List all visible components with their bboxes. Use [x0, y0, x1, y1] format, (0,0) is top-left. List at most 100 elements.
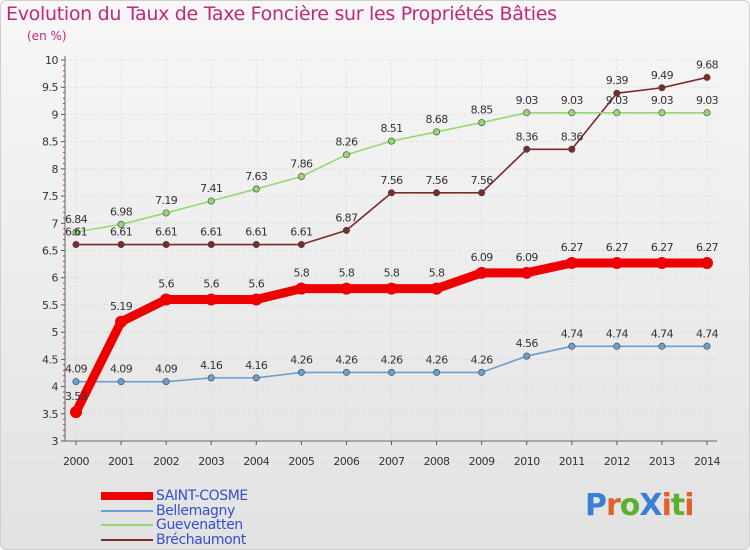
- data-label: 9.49: [651, 69, 674, 82]
- data-label: 7.56: [380, 174, 403, 187]
- data-point: [658, 342, 666, 350]
- data-point: [117, 378, 125, 386]
- x-tick-label: 2013: [649, 455, 675, 468]
- data-label: 4.26: [426, 353, 449, 366]
- data-label: 9.03: [516, 94, 539, 107]
- data-label: 7.19: [155, 194, 178, 207]
- data-label: 6.61: [155, 226, 177, 239]
- data-point: [478, 368, 486, 376]
- data-point: [207, 197, 215, 205]
- data-point: [340, 282, 353, 295]
- data-point: [520, 266, 533, 279]
- data-point: [117, 220, 125, 228]
- data-label: 4.56: [516, 337, 539, 350]
- data-label: 6.84: [65, 213, 88, 226]
- y-tick-label: 7.5: [42, 190, 58, 203]
- x-tick-label: 2009: [469, 455, 495, 468]
- legend-swatch-saint-cosme: [101, 492, 153, 500]
- data-point: [433, 189, 441, 197]
- data-point: [568, 109, 576, 117]
- data-label: 7.63: [245, 170, 268, 183]
- y-tick-label: 6: [52, 272, 59, 285]
- data-label: 5.8: [339, 267, 355, 280]
- legend-swatch-brechaumont: [101, 539, 153, 541]
- data-point: [430, 282, 443, 295]
- data-point: [342, 226, 350, 234]
- data-point: [658, 109, 666, 117]
- y-tick-label: 7: [52, 217, 59, 230]
- y-tick-label: 5.5: [42, 299, 58, 312]
- data-label: 9.03: [561, 94, 584, 107]
- data-point: [523, 352, 531, 360]
- x-tick-label: 2014: [694, 455, 720, 468]
- chart-title: Evolution du Taux de Taxe Foncière sur l…: [6, 3, 557, 25]
- logo-letter: t: [670, 488, 685, 523]
- logo-letter: P: [585, 488, 607, 523]
- data-label: 6.27: [561, 241, 584, 254]
- data-point: [162, 378, 170, 386]
- x-tick-label: 2007: [379, 455, 405, 468]
- data-label: 9.39: [606, 74, 629, 87]
- legend-label-brechaumont: Bréchaumont: [156, 532, 246, 548]
- data-label: 4.16: [200, 359, 223, 372]
- data-label: 6.98: [110, 205, 133, 218]
- data-label: 4.74: [561, 327, 584, 340]
- data-point: [342, 368, 350, 376]
- data-labels: 3.53 5.19 5.6 5.6 5.6 5.8 5.8 5.8 5.8 6.09 6.09 6.2…: [65, 58, 719, 403]
- data-label: 4.26: [471, 353, 494, 366]
- data-label: 4.16: [245, 359, 268, 372]
- data-label: 6.61: [65, 226, 87, 239]
- data-point: [117, 241, 125, 249]
- data-label: 4.74: [651, 327, 674, 340]
- x-tick-label: 2002: [153, 455, 179, 468]
- data-point: [703, 342, 711, 350]
- y-tick-label: 4: [52, 381, 59, 394]
- data-point: [160, 293, 173, 306]
- data-label: 6.61: [290, 226, 312, 239]
- legend-swatch-guevenatten: [101, 524, 153, 526]
- data-point: [207, 241, 215, 249]
- y-tick-label: 9.5: [42, 81, 58, 94]
- y-tick-label: 9: [52, 108, 59, 121]
- y-tick-label: 5: [52, 326, 59, 339]
- data-point: [523, 145, 531, 153]
- y-tick-label: 6.5: [42, 245, 58, 258]
- logo-letter: X: [639, 488, 662, 523]
- logo-letter: i: [684, 488, 694, 523]
- legend-label-saint-cosme: SAINT-COSME: [156, 488, 248, 504]
- logo-letter: o: [619, 488, 641, 523]
- data-point: [252, 185, 260, 193]
- data-label: 6.87: [335, 211, 358, 224]
- axes: 3 3.5 4 4.5 5 5.5 6 6.5 7 7.5 8 8.5 9 9.5 10 2000 2001 20…: [42, 54, 721, 468]
- y-tick-label: 3: [52, 435, 59, 448]
- data-label: 4.74: [696, 327, 719, 340]
- chart-subtitle: (en %): [27, 29, 67, 43]
- data-point: [162, 241, 170, 249]
- data-label: 6.61: [110, 226, 132, 239]
- data-label: 8.85: [471, 104, 494, 117]
- data-point: [613, 89, 621, 97]
- data-label: 8.51: [380, 122, 402, 135]
- data-label: 8.26: [335, 136, 358, 149]
- data-label: 8.36: [561, 130, 584, 143]
- data-point: [252, 374, 260, 382]
- x-tick-label: 2011: [559, 455, 585, 468]
- data-point: [72, 228, 80, 236]
- data-point: [250, 293, 263, 306]
- data-point: [478, 119, 486, 127]
- data-point: [387, 137, 395, 145]
- y-tick-label: 3.5: [42, 408, 58, 421]
- x-tick-label: 2005: [288, 455, 314, 468]
- data-point: [297, 368, 305, 376]
- series-lines: [70, 73, 713, 419]
- data-label: 4.74: [606, 327, 629, 340]
- data-point: [342, 151, 350, 159]
- data-label: 3.53: [65, 390, 88, 403]
- data-point: [433, 128, 441, 136]
- data-label: 7.56: [471, 174, 494, 187]
- data-label: 5.8: [294, 267, 310, 280]
- data-point: [162, 209, 170, 217]
- data-label: 6.27: [651, 241, 674, 254]
- data-point: [72, 378, 80, 386]
- data-label: 7.86: [290, 157, 313, 170]
